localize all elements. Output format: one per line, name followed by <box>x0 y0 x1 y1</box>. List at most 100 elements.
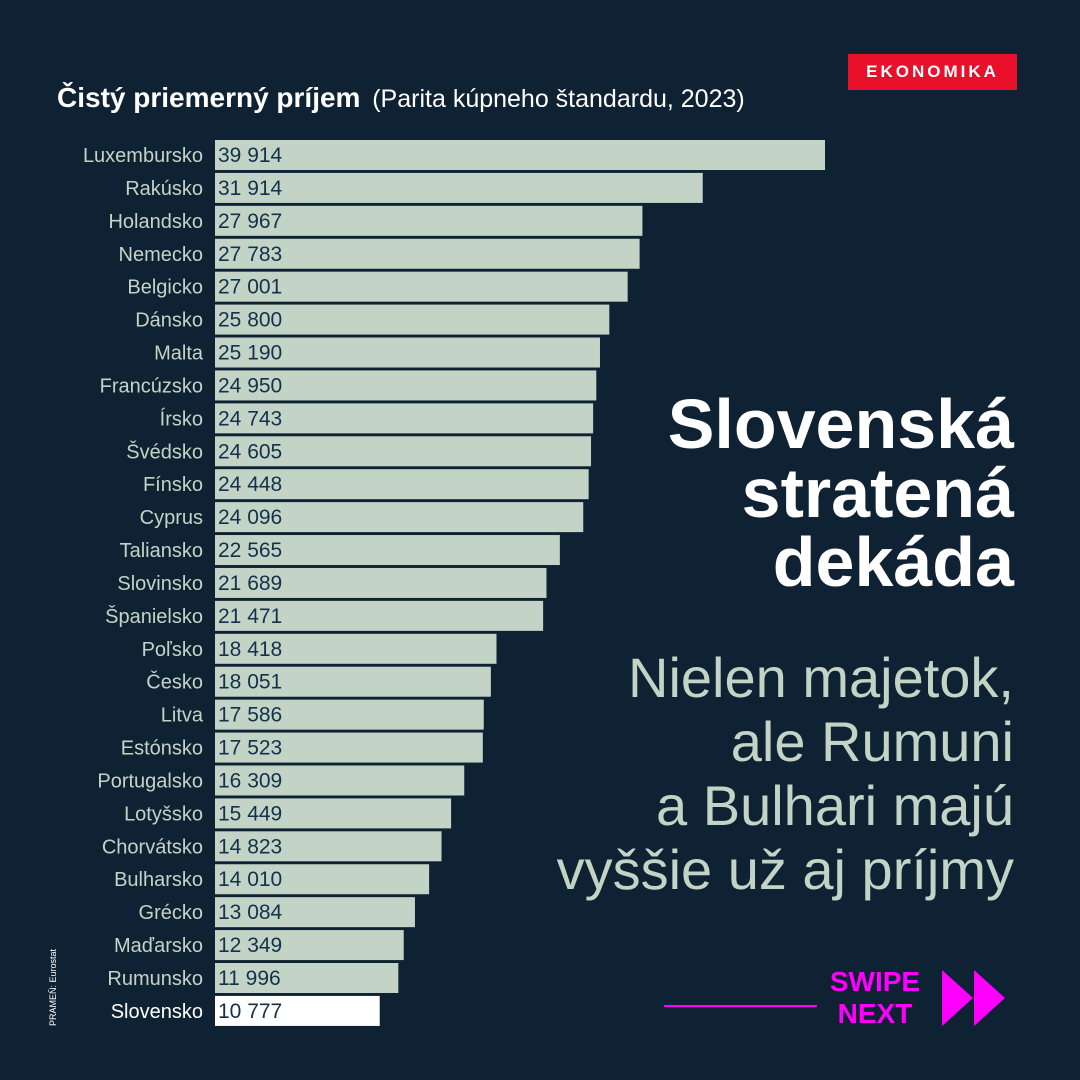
value-label: 27 001 <box>218 276 282 299</box>
bar-16 <box>215 633 497 664</box>
category-label: Česko <box>146 671 203 694</box>
category-label: Slovensko <box>111 1001 203 1023</box>
value-label: 24 950 <box>218 374 282 397</box>
value-label: 27 967 <box>218 210 282 233</box>
bar-9 <box>215 403 594 434</box>
bar-22 <box>215 831 442 862</box>
bar-24 <box>215 897 415 928</box>
bar-25 <box>215 930 404 961</box>
headline: Slovenská stratená dekáda <box>594 385 1014 601</box>
value-label: 17 523 <box>218 737 282 760</box>
value-label: 14 010 <box>218 868 282 891</box>
category-label: Chorvátsko <box>102 836 203 858</box>
subheadline-line-2: ale Rumuni <box>730 710 1014 773</box>
bar-3 <box>215 205 643 236</box>
category-label: Španielsko <box>105 605 203 628</box>
value-label: 22 565 <box>218 539 282 562</box>
bar-6 <box>215 304 610 335</box>
subheadline-line-4: vyššie už aj príjmy <box>556 838 1014 901</box>
category-label: Slovinsko <box>117 573 203 595</box>
swipe-line <box>664 1005 817 1007</box>
subheadline-line-3: a Bulhari majú <box>656 774 1014 837</box>
value-label: 18 418 <box>218 638 282 661</box>
bar-26 <box>215 963 399 993</box>
bar-1 <box>215 140 825 170</box>
bar-23 <box>215 864 430 895</box>
category-label: Írsko <box>160 407 203 430</box>
value-label: 25 190 <box>218 342 282 365</box>
category-label: Poľsko <box>142 639 203 661</box>
headline-line-3: dekáda <box>772 523 1014 601</box>
category-label: Bulharsko <box>114 869 203 891</box>
category-label: Litva <box>161 705 204 727</box>
category-label: Rumunsko <box>107 968 203 990</box>
value-label: 21 471 <box>218 605 282 628</box>
value-label: 12 349 <box>218 934 282 957</box>
bar-11 <box>215 469 589 500</box>
bar-12 <box>215 502 584 533</box>
category-label: Dánsko <box>135 310 203 332</box>
headline-line-2: stratená <box>741 454 1014 532</box>
value-label: 15 449 <box>218 802 282 825</box>
category-label: Francúzsko <box>100 375 203 397</box>
category-label: Luxembursko <box>83 145 203 167</box>
value-label: 14 823 <box>218 835 282 858</box>
value-label: 21 689 <box>218 572 282 595</box>
category-label: Belgicko <box>127 277 203 299</box>
bar-21 <box>215 798 452 829</box>
category-label: Fínsko <box>143 474 203 496</box>
bar-10 <box>215 436 592 467</box>
swipe-label: SWIPE <box>829 966 921 997</box>
category-label: Holandsko <box>108 211 203 233</box>
value-label: 24 743 <box>218 407 282 430</box>
value-label: 31 914 <box>218 177 283 200</box>
bar-19 <box>215 732 483 763</box>
value-label: 17 586 <box>218 704 282 727</box>
value-label: 11 996 <box>218 967 281 990</box>
value-label: 18 051 <box>218 671 282 694</box>
swipe-next-button[interactable]: SWIPE NEXT <box>820 966 930 1030</box>
bar-7 <box>215 337 600 368</box>
value-label: 24 096 <box>218 506 282 529</box>
category-label: Rakúsko <box>125 178 203 200</box>
value-label: 27 783 <box>218 243 282 266</box>
category-label: Grécko <box>139 902 203 924</box>
category-label: Estónsko <box>121 738 203 760</box>
value-label: 10 777 <box>218 1000 282 1023</box>
bar-2 <box>215 172 703 203</box>
bar-27 <box>215 995 380 1026</box>
bar-8 <box>215 370 597 401</box>
category-label: Nemecko <box>119 244 203 266</box>
chart-title-sub: (Parita kúpneho štandardu, 2023) <box>372 85 745 113</box>
value-label: 25 800 <box>218 309 282 332</box>
subheadline-line-1: Nielen majetok, <box>628 646 1014 709</box>
double-chevron-right-icon[interactable] <box>940 966 1010 1030</box>
value-label: 24 448 <box>218 473 282 496</box>
value-label: 24 605 <box>218 440 282 463</box>
chart-title-main: Čistý priemerný príjem <box>57 82 361 113</box>
bar-15 <box>215 600 544 631</box>
value-label: 39 914 <box>218 144 283 167</box>
bar-14 <box>215 567 547 598</box>
chart-title: Čistý priemerný príjem (Parita kúpneho š… <box>57 82 745 114</box>
category-label: Portugalsko <box>97 770 203 792</box>
category-label: Taliansko <box>120 540 203 562</box>
next-label: NEXT <box>837 998 913 1029</box>
category-label: Cyprus <box>140 507 203 529</box>
category-label: Lotyšsko <box>124 803 203 825</box>
headline-line-1: Slovenská <box>667 385 1014 463</box>
section-badge: EKONOMIKA <box>848 54 1017 90</box>
category-label: Švédsko <box>126 440 203 463</box>
bar-5 <box>215 271 628 302</box>
value-label: 13 084 <box>218 901 283 924</box>
category-label: Maďarsko <box>114 935 203 957</box>
subheadline: Nielen majetok, ale Rumuni a Bulhari maj… <box>454 646 1014 902</box>
source-note: PRAMEŇ: Eurostat <box>48 948 58 1026</box>
bar-20 <box>215 765 465 796</box>
bar-17 <box>215 666 491 697</box>
value-label: 16 309 <box>218 769 282 792</box>
category-label: Malta <box>154 343 204 365</box>
bar-4 <box>215 238 640 269</box>
bar-18 <box>215 699 484 730</box>
